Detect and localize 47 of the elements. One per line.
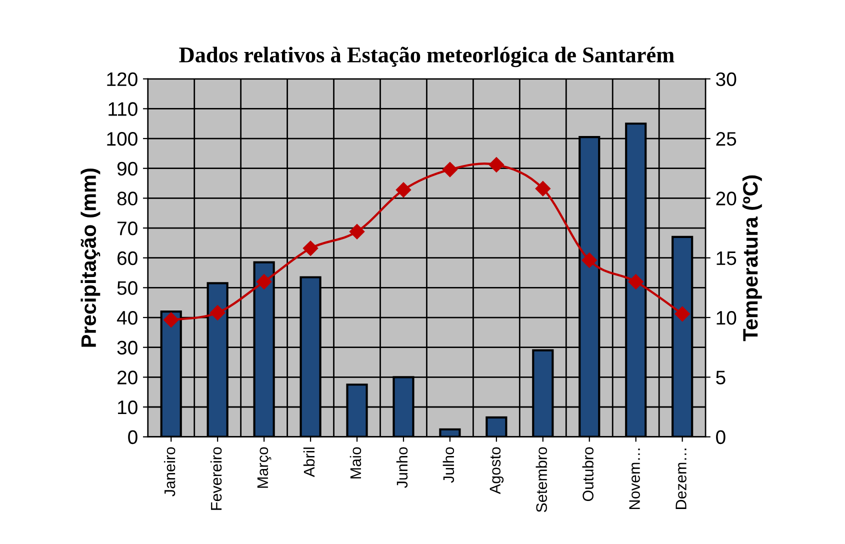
x-tick-label: Novem… — [629, 448, 640, 509]
point — [349, 224, 365, 240]
y2-axis-title: Temperatura (ºC) — [742, 175, 762, 342]
y2-tick-label: 10 — [716, 310, 736, 325]
point — [488, 157, 504, 172]
x-tick-label: Janeiro — [164, 447, 176, 496]
x-tick-label: Agosto — [490, 447, 504, 494]
x-tick-label: Julho — [442, 447, 454, 483]
point — [396, 182, 412, 198]
chart-title: Dados relativos à Estação meteorlógica de Santarém — [179, 46, 674, 68]
y-tick-label: 120 — [107, 72, 138, 86]
point — [442, 162, 458, 178]
y-tick-label: 100 — [107, 132, 138, 146]
point — [302, 240, 318, 256]
y-tick-label: 20 — [118, 370, 138, 384]
x-tick-label: Junho — [396, 447, 408, 488]
x-tick-label: Setembro — [536, 447, 548, 512]
x-tick-label: Dezem… — [676, 448, 686, 509]
x-tick-label: Abril — [303, 448, 315, 478]
x-tick-label: Março — [257, 447, 272, 488]
point — [674, 306, 690, 322]
y2-tick-label: 20 — [716, 192, 736, 206]
y-tick-label: 10 — [118, 400, 138, 414]
y-tick-label: 50 — [117, 281, 138, 295]
y-tick-label: 90 — [117, 162, 138, 176]
point — [210, 305, 226, 320]
y-tick-label: 0 — [128, 430, 138, 444]
point — [535, 181, 550, 196]
y-tick-label: 40 — [116, 310, 138, 325]
y2-tick-label: 15 — [716, 252, 736, 266]
y-tick-label: 60 — [118, 251, 138, 266]
point — [164, 312, 179, 328]
x-tick-label: Outubro — [582, 447, 594, 502]
point — [628, 274, 644, 290]
y-axis-title: Precipitação (mm) — [80, 168, 100, 347]
x-tick-label: Maio — [350, 447, 362, 478]
x-tick-label: Fevereiro — [210, 447, 222, 510]
y-tick-label: 80 — [117, 192, 138, 206]
point — [256, 274, 272, 290]
y-tick-label: 70 — [118, 221, 138, 236]
point — [582, 252, 597, 268]
y-tick-label: 30 — [117, 340, 138, 355]
y2-tick-label: 30 — [716, 72, 736, 86]
y-tick-label: 110 — [108, 102, 138, 116]
y2-tick-label: 25 — [716, 132, 736, 146]
y2-tick-label: 0 — [716, 430, 726, 444]
y2-tick-label: 5 — [716, 370, 726, 384]
